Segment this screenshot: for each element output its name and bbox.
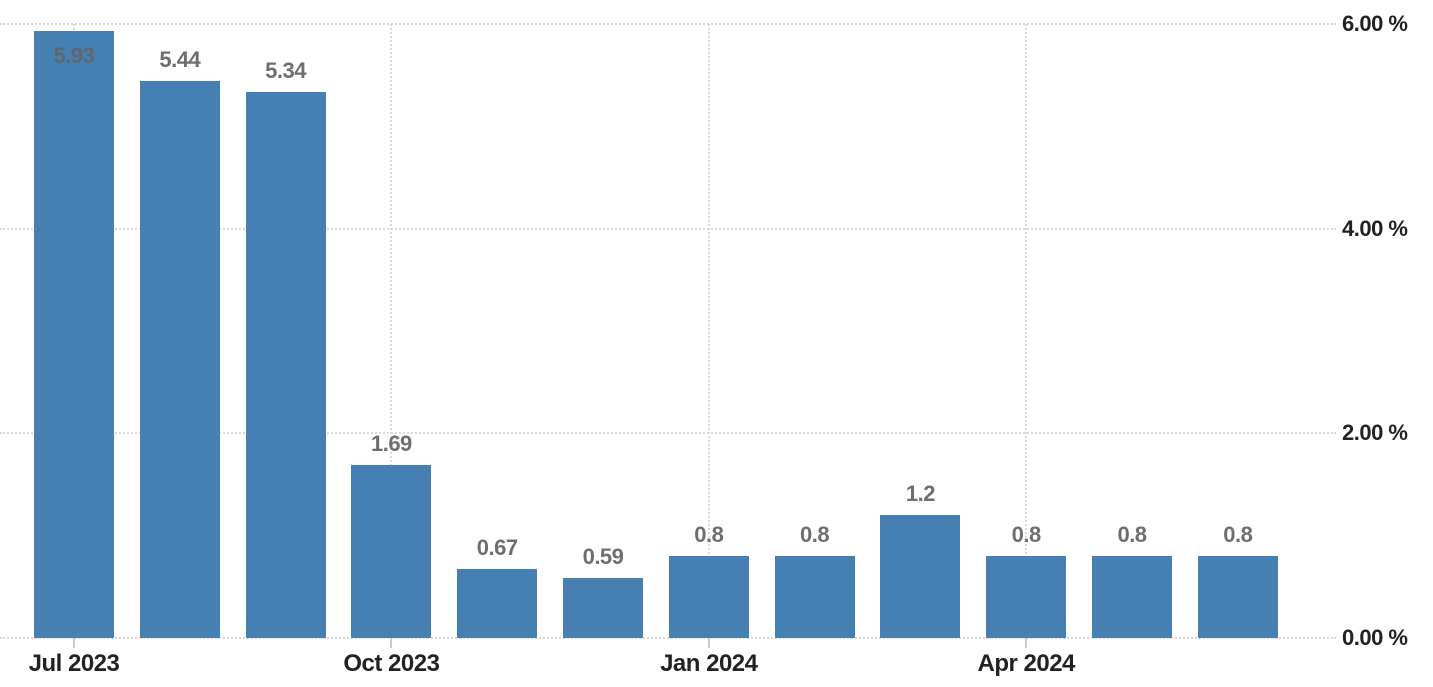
bar[interactable] [34,31,114,638]
bar-value-label: 5.34 [265,57,307,83]
bar-value-label: 0.8 [1223,522,1253,548]
bar-value-label: 1.2 [905,481,936,507]
x-axis-tick [707,638,710,648]
bar-value-label: 5.44 [159,47,201,73]
y-axis-label: 0.00 % [1342,625,1408,650]
bar-value-label: 0.59 [582,543,624,569]
y-axis-label: 4.00 % [1342,215,1408,241]
bar[interactable] [457,569,538,638]
bar[interactable] [139,81,220,638]
bar[interactable] [986,556,1067,638]
gridline-h [0,227,1336,230]
x-axis-tick [73,638,75,648]
gridline-h [0,432,1336,435]
bar[interactable] [668,556,749,638]
gridline-v [390,24,393,638]
x-axis-label: Jan 2024 [660,650,758,677]
bar[interactable] [245,91,326,638]
gridline-v [1025,24,1028,638]
x-axis-label: Apr 2024 [977,650,1075,677]
gridline-h [0,23,1336,25]
bar[interactable] [351,465,432,638]
y-axis-label: 6.00 % [1342,11,1408,36]
bar-value-label: 5.93 [53,43,95,69]
bar[interactable] [774,556,855,638]
bar[interactable] [1197,556,1278,638]
bar-value-label: 0.67 [476,535,518,561]
bar[interactable] [880,515,961,638]
x-axis-label: Oct 2023 [343,650,440,677]
gridline-h [0,637,1336,639]
bar[interactable] [563,577,643,638]
bar-value-label: 0.8 [1011,522,1042,548]
y-axis-label: 2.00 % [1342,420,1408,446]
gridline-v [707,24,710,638]
x-axis-tick [1025,638,1028,648]
x-axis-label: Jul 2023 [28,650,120,677]
bar[interactable] [1092,556,1172,638]
bar-value-label: 0.8 [800,522,830,548]
bar-value-label: 0.8 [1117,522,1147,548]
x-axis-tick [390,638,393,648]
bar-value-label: 1.69 [370,431,412,457]
bar-value-label: 0.8 [694,522,724,548]
